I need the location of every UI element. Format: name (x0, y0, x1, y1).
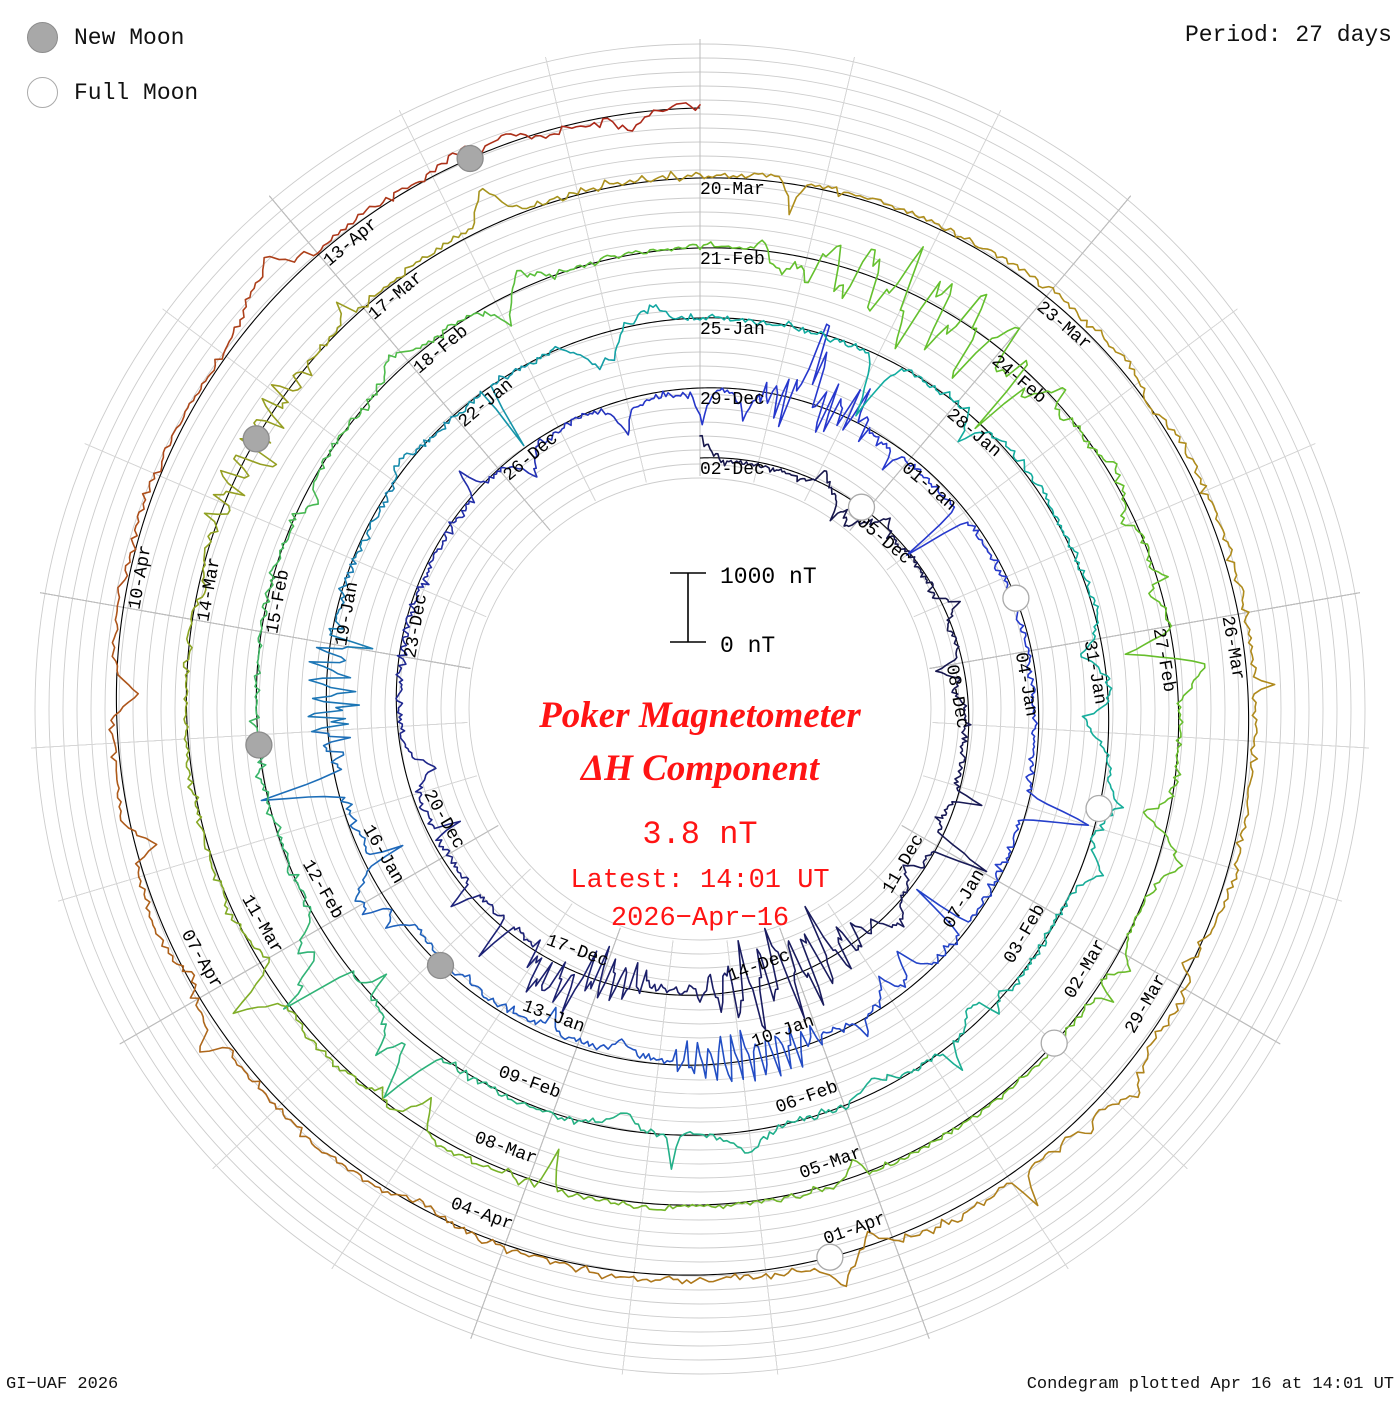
svg-text:0 nT: 0 nT (720, 633, 775, 659)
svg-text:20-Mar: 20-Mar (700, 180, 765, 200)
svg-text:29-Dec: 29-Dec (700, 390, 765, 410)
svg-text:02-Dec: 02-Dec (700, 460, 765, 480)
svg-text:25-Jan: 25-Jan (700, 320, 765, 340)
svg-text:21-Feb: 21-Feb (700, 250, 765, 270)
svg-text:1000 nT: 1000 nT (720, 564, 817, 590)
